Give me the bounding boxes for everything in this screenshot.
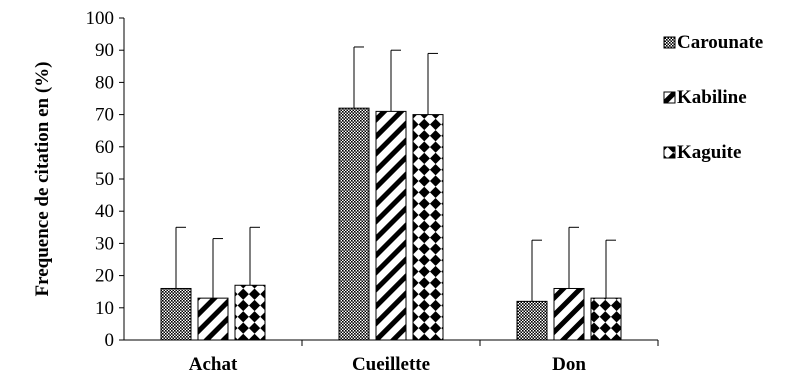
x-category-label: Don — [552, 354, 586, 375]
y-tick-label: 60 — [95, 137, 114, 158]
y-tick-label: 70 — [95, 105, 114, 126]
y-tick-label: 40 — [95, 201, 114, 222]
y-axis-label: Frequence de citation en (%) — [32, 62, 53, 297]
y-tick-label: 30 — [95, 233, 114, 254]
x-category-label: Achat — [189, 354, 238, 375]
bar-kaguite-don — [590, 297, 622, 341]
bar-carounate-cueillette — [338, 107, 370, 341]
bar-carounate-achat — [160, 287, 192, 341]
bar-kabiline-don — [553, 287, 585, 341]
x-category-label: Cueillette — [352, 354, 430, 375]
x-axis-categories: Achat Cueillette Don — [189, 354, 587, 375]
legend-swatch-kabiline — [663, 91, 676, 104]
y-tick-label: 20 — [95, 266, 114, 287]
error-bars-group — [175, 46, 616, 302]
legend: Carounate Kabiline Kaguite — [663, 32, 763, 163]
bars-group — [160, 107, 622, 341]
legend-label: Kaguite — [677, 142, 741, 163]
y-axis-ticks: 0 10 20 30 40 50 60 70 80 90 100 — [86, 8, 124, 351]
y-tick-label: 10 — [95, 298, 114, 319]
legend-swatch-kaguite — [663, 146, 676, 159]
legend-swatch-carounate — [663, 36, 676, 49]
legend-label: Carounate — [677, 32, 763, 53]
bar-kaguite-achat — [234, 284, 266, 341]
y-tick-label: 50 — [95, 169, 114, 190]
y-tick-label: 80 — [95, 72, 114, 93]
bar-kabiline-achat — [197, 297, 229, 341]
legend-label: Kabiline — [677, 87, 747, 108]
y-tick-label: 100 — [86, 8, 115, 29]
y-tick-label: 90 — [95, 40, 114, 61]
y-tick-label: 0 — [105, 330, 115, 351]
bar-kaguite-cueillette — [412, 114, 444, 341]
bar-carounate-don — [516, 300, 548, 341]
bar-kabiline-cueillette — [375, 110, 407, 341]
